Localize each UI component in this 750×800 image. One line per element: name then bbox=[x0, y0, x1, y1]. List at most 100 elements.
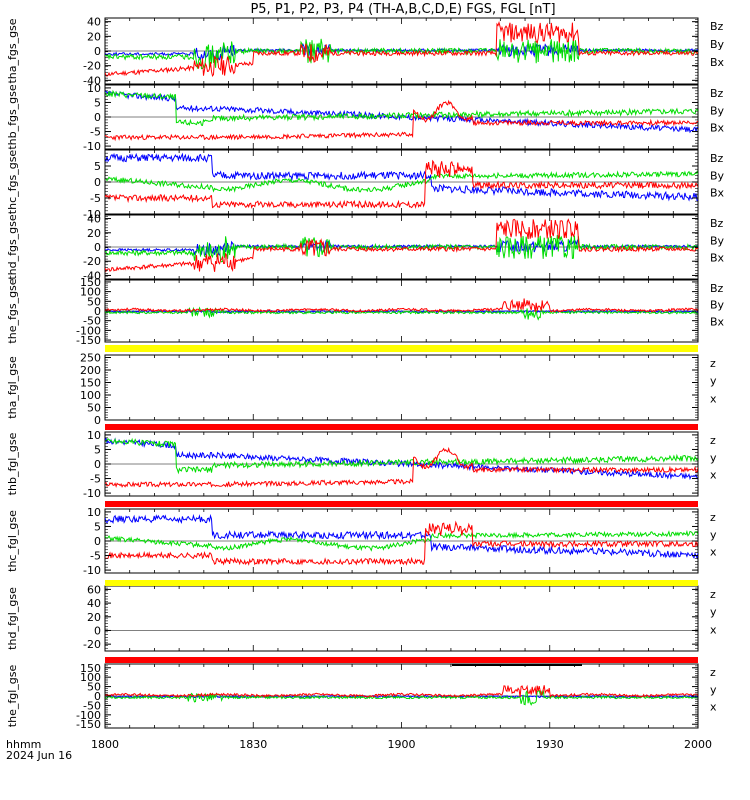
y-tick-label: -50 bbox=[83, 315, 101, 328]
panel-thb_fgl_gse: 105 0 -5-10 thb_fgl_gse zyx bbox=[6, 424, 717, 500]
y-tick-label: 10 bbox=[87, 429, 101, 442]
y-axis-label: the_fgs_gse bbox=[6, 278, 19, 343]
legend-y: y bbox=[710, 528, 717, 541]
y-axis-label: thc_fgl_gse bbox=[6, 510, 19, 572]
y-tick-label: -100 bbox=[76, 709, 101, 722]
legend-y: y bbox=[710, 451, 717, 464]
legend-By: By bbox=[710, 299, 725, 312]
y-tick-label: 100 bbox=[80, 671, 101, 684]
y-axis-label: the_fgl_gse bbox=[6, 665, 19, 728]
x-tick-label: 1900 bbox=[388, 738, 416, 751]
y-tick-label: -100 bbox=[76, 324, 101, 337]
y-tick-label: -5 bbox=[90, 126, 101, 139]
status-bar-yellow bbox=[105, 345, 698, 352]
status-bar-red bbox=[105, 501, 698, 507]
y-tick-label: 0 bbox=[94, 241, 101, 254]
y-tick-label: -5 bbox=[90, 473, 101, 486]
legend-Bx: Bx bbox=[710, 187, 725, 200]
y-tick-label: 250 bbox=[80, 352, 101, 365]
series-Bz bbox=[105, 159, 698, 210]
y-tick-label: -10 bbox=[83, 140, 101, 153]
legend-z: z bbox=[710, 357, 716, 370]
legend-x: x bbox=[710, 469, 717, 482]
y-tick-label: 100 bbox=[80, 286, 101, 299]
series-y bbox=[105, 529, 698, 552]
y-tick-label: 0 bbox=[94, 458, 101, 471]
y-tick-label: 100 bbox=[80, 389, 101, 402]
legend-Bz: Bz bbox=[710, 282, 724, 295]
legend-x: x bbox=[710, 392, 717, 405]
y-tick-label: -10 bbox=[83, 208, 101, 221]
y-tick-label: 0 bbox=[94, 535, 101, 548]
series-z bbox=[105, 684, 698, 699]
panel-frame bbox=[104, 585, 699, 652]
y-tick-label: 50 bbox=[87, 402, 101, 415]
legend-By: By bbox=[710, 169, 725, 182]
legend-By: By bbox=[710, 234, 725, 247]
y-tick-label: -10 bbox=[83, 564, 101, 577]
y-axis-label: thb_fgl_gse bbox=[6, 432, 19, 495]
series-Bz bbox=[105, 218, 698, 273]
status-bar-red bbox=[105, 657, 698, 663]
series-y bbox=[105, 689, 698, 706]
legend-By: By bbox=[710, 38, 725, 51]
series-x bbox=[105, 437, 698, 481]
time-format-label: hhmm bbox=[6, 738, 41, 751]
y-tick-label: -40 bbox=[83, 269, 101, 282]
y-tick-label: 0 bbox=[94, 305, 101, 318]
legend-Bx: Bx bbox=[710, 252, 725, 265]
series-Bz bbox=[105, 20, 698, 78]
y-tick-label: -5 bbox=[90, 550, 101, 563]
y-tick-label: 20 bbox=[87, 30, 101, 43]
legend-Bz: Bz bbox=[710, 152, 724, 165]
y-tick-label: -50 bbox=[83, 699, 101, 712]
y-tick-label: 150 bbox=[80, 276, 101, 289]
y-tick-label: -20 bbox=[83, 60, 101, 73]
legend-z: z bbox=[710, 588, 716, 601]
status-bar-red bbox=[105, 424, 698, 430]
legend-x: x bbox=[710, 546, 717, 559]
y-tick-label: 20 bbox=[87, 611, 101, 624]
date-label: 2024 Jun 16 bbox=[6, 749, 72, 762]
legend-x: x bbox=[710, 701, 717, 714]
y-tick-label: 50 bbox=[87, 295, 101, 308]
panel-thc_fgs_gse: 5 0 -5 -10 thc_fgs_gse Bz By Bx bbox=[6, 149, 725, 221]
y-tick-label: 40 bbox=[87, 597, 101, 610]
y-tick-label: -150 bbox=[76, 334, 101, 347]
series-Bz bbox=[105, 99, 698, 142]
series-By bbox=[105, 306, 698, 321]
series-x bbox=[105, 513, 698, 560]
x-tick-label: 1930 bbox=[536, 738, 564, 751]
y-tick-label: 40 bbox=[87, 16, 101, 29]
y-tick-label: 150 bbox=[80, 662, 101, 675]
legend-z: z bbox=[710, 666, 716, 679]
legend-By: By bbox=[710, 104, 725, 117]
y-tick-label: -20 bbox=[83, 638, 101, 651]
y-tick-label: 0 bbox=[94, 176, 101, 189]
x-tick-label: 2000 bbox=[684, 738, 712, 751]
legend-y: y bbox=[710, 683, 717, 696]
y-axis-label: thc_fgs_gse bbox=[6, 150, 19, 215]
panel-thc_fgl_gse: 105 0 -5-10 thc_fgl_gse zyx bbox=[6, 501, 717, 577]
legend-y: y bbox=[710, 375, 717, 388]
series-z bbox=[105, 520, 698, 566]
x-tick-label: 1800 bbox=[91, 738, 119, 751]
x-tick-label: 1830 bbox=[239, 738, 267, 751]
y-tick-label: 5 bbox=[94, 96, 101, 109]
y-tick-label: 5 bbox=[94, 520, 101, 533]
y-tick-label: 0 bbox=[94, 690, 101, 703]
y-tick-label: 0 bbox=[94, 45, 101, 58]
y-axis-label: tha_fgl_gse bbox=[6, 356, 19, 419]
y-tick-label: 5 bbox=[94, 443, 101, 456]
y-tick-label: 0 bbox=[94, 414, 101, 427]
series-By bbox=[105, 89, 698, 126]
y-tick-label: -5 bbox=[90, 192, 101, 205]
series-Bx bbox=[105, 152, 698, 202]
legend-Bx: Bx bbox=[710, 56, 725, 69]
